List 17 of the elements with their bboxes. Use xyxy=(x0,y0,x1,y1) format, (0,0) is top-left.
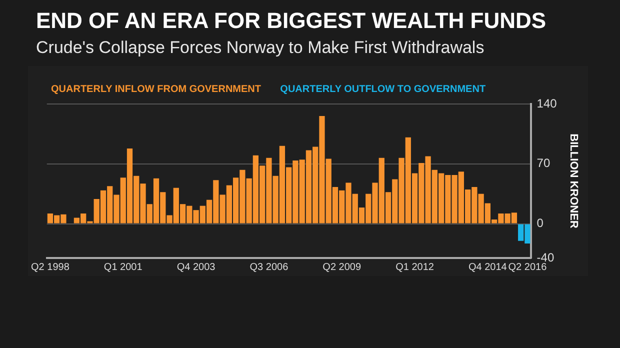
x-tick-label: Q2 2016 xyxy=(508,262,548,273)
y-tick-label: 0 xyxy=(536,216,544,230)
x-tick-label: Q2 1998 xyxy=(31,262,70,273)
y-tick-label: -40 xyxy=(536,250,554,264)
x-tick-label: Q3 2006 xyxy=(250,262,289,273)
x-tick-label: Q4 2003 xyxy=(176,262,216,273)
chart-title: END OF AN ERA FOR BIGGEST WEALTH FUNDS xyxy=(36,8,546,34)
x-tick-label: Q1 2001 xyxy=(104,262,143,273)
y-tick-label: 140 xyxy=(536,96,558,110)
y-axis-title: BILLION KRONER xyxy=(567,134,580,228)
x-tick-label: Q2 2009 xyxy=(322,262,362,273)
x-tick-label: Q4 2014 xyxy=(468,262,508,273)
text: QUARTERLY OUTFLOW TO GOVERNMENT xyxy=(280,84,486,95)
text: QUARTERLY INFLOW FROM GOVERNMENT xyxy=(51,84,261,95)
x-tick-label: Q1 2012 xyxy=(396,262,434,273)
chart-subtitle: Crude's Collapse Forces Norway to Make First Withdrawals xyxy=(36,38,484,58)
y-tick-label: 70 xyxy=(536,156,550,170)
